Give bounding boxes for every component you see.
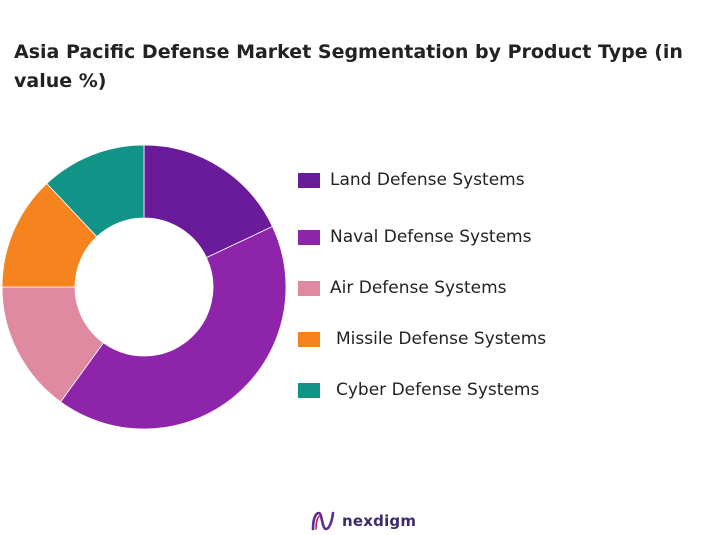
legend-label-missile: Missile Defense Systems (336, 329, 547, 349)
brand-name: nexdigm (342, 512, 417, 530)
legend-label-land: Land Defense Systems (330, 170, 525, 190)
legend-item-land: Land Defense Systems (298, 170, 525, 190)
donut-chart (1, 144, 287, 430)
legend-swatch-cyber (298, 382, 320, 398)
slice-cyber (46, 144, 145, 238)
slice-land (143, 144, 274, 259)
legend-item-missile: Missile Defense Systems (298, 329, 546, 349)
legend-swatch-missile (298, 331, 320, 347)
legend-swatch-land (298, 172, 320, 188)
nexdigm-logo-icon (311, 511, 335, 531)
legend-swatch-naval (298, 229, 320, 245)
legend-swatch-air (298, 280, 320, 296)
legend-item-naval: Naval Defense Systems (298, 227, 531, 247)
legend-item-cyber: Cyber Defense Systems (298, 380, 539, 400)
legend-label-cyber: Cyber Defense Systems (336, 380, 540, 400)
slice-naval (59, 226, 287, 430)
legend-item-air: Air Defense Systems (298, 278, 506, 298)
legend-label-air: Air Defense Systems (330, 278, 507, 298)
chart-title: Asia Pacific Defense Market Segmentation… (14, 41, 683, 92)
legend-label-naval: Naval Defense Systems (330, 227, 532, 247)
footer-logo: nexdigm (310, 510, 416, 532)
